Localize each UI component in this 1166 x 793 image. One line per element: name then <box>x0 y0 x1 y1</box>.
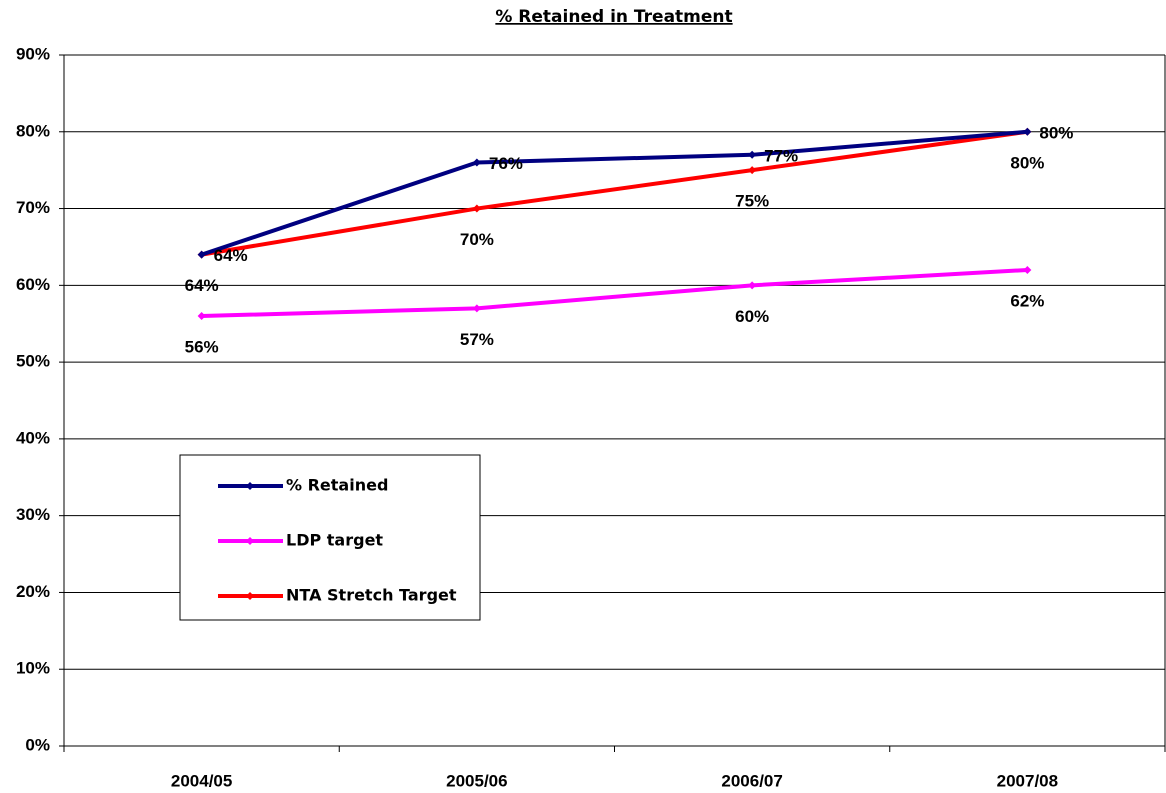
point-marker <box>748 166 757 175</box>
legend-marker <box>246 592 254 600</box>
x-tick-label: 2007/08 <box>997 771 1058 790</box>
point-marker <box>1023 127 1032 136</box>
data-label: 76% <box>489 154 523 173</box>
data-label: 64% <box>185 276 219 295</box>
y-tick-label: 90% <box>16 44 50 63</box>
y-tick-label: 10% <box>16 659 50 678</box>
y-tick-label: 70% <box>16 198 50 217</box>
data-label: 80% <box>1010 153 1044 172</box>
data-label: 64% <box>214 246 248 265</box>
chart-title: % Retained in Treatment <box>495 7 732 27</box>
series-line <box>201 267 1028 319</box>
data-label: 70% <box>460 230 494 249</box>
data-label: 62% <box>1010 291 1044 310</box>
y-tick-label: 50% <box>16 352 50 371</box>
x-tick-label: 2006/07 <box>721 771 782 790</box>
y-tick-label: 20% <box>16 582 50 601</box>
point-marker <box>748 281 757 290</box>
legend-marker <box>246 537 254 545</box>
y-tick-label: 60% <box>16 275 50 294</box>
point-marker <box>1023 265 1032 274</box>
y-tick-label: 0% <box>25 735 50 754</box>
y-tick-label: 30% <box>16 505 50 524</box>
point-marker <box>748 150 757 159</box>
point-marker <box>472 304 481 313</box>
y-tick-label: 80% <box>16 121 50 140</box>
point-marker <box>472 204 481 213</box>
data-label: 60% <box>735 307 769 326</box>
point-marker <box>197 250 206 259</box>
legend-box <box>179 454 481 621</box>
y-tick-label: 40% <box>16 428 50 447</box>
series-line <box>200 129 1028 257</box>
point-marker <box>472 158 481 167</box>
legend-marker <box>246 482 254 490</box>
x-tick-label: 2005/06 <box>446 771 507 790</box>
data-label: 75% <box>735 192 769 211</box>
legend-label: NTA Stretch Target <box>286 586 457 605</box>
series-line <box>201 129 1028 257</box>
point-marker <box>197 312 206 321</box>
data-label: 77% <box>764 146 798 165</box>
legend-label: LDP target <box>286 531 383 550</box>
legend-label: % Retained <box>286 476 388 495</box>
x-tick-label: 2004/05 <box>171 771 232 790</box>
data-label: 80% <box>1039 123 1073 142</box>
data-label: 56% <box>185 338 219 357</box>
data-label: 57% <box>460 330 494 349</box>
